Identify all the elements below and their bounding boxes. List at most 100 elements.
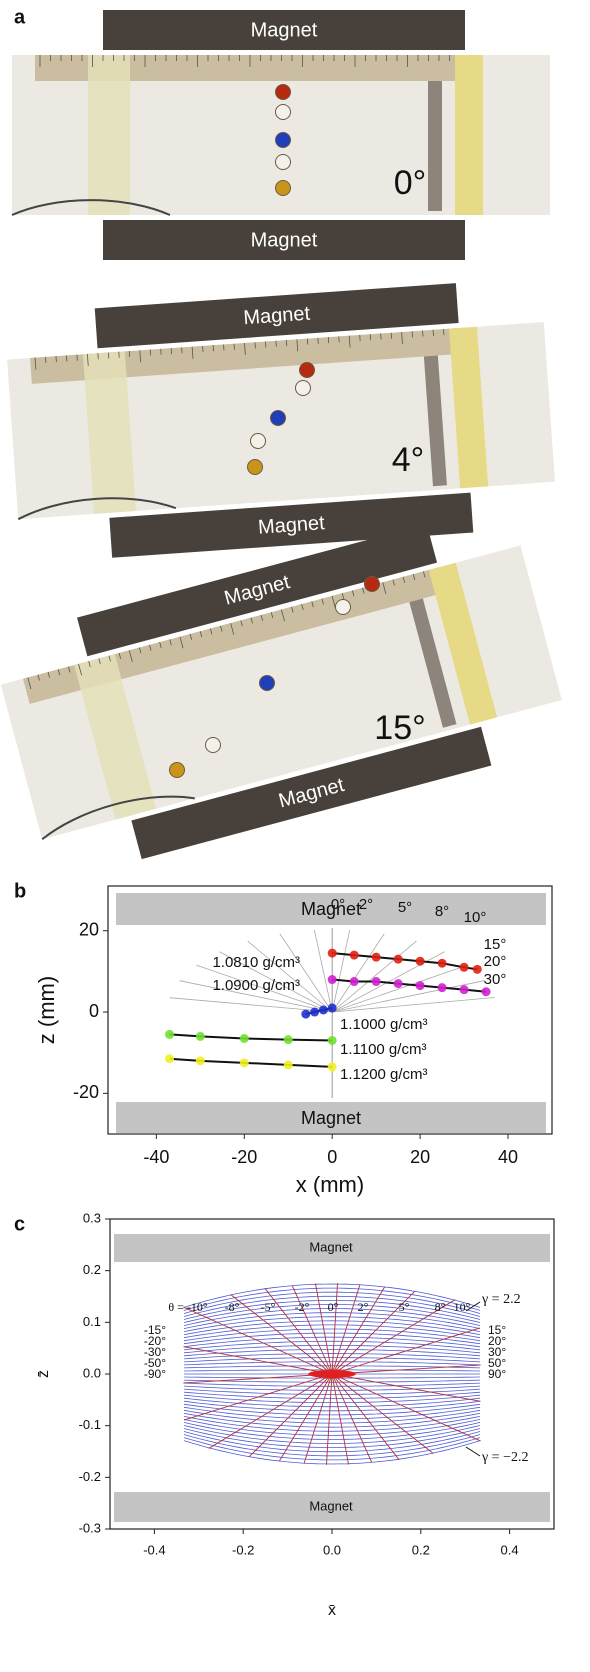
x-tick-label: -0.2 xyxy=(232,1542,254,1557)
data-point xyxy=(165,1054,174,1063)
y-tick-label: -0.3 xyxy=(79,1520,101,1535)
data-point xyxy=(482,987,491,996)
core xyxy=(308,1370,356,1378)
bead xyxy=(251,434,266,449)
field-line xyxy=(184,1426,480,1444)
guide-line xyxy=(332,934,384,1012)
theta-label: 10° xyxy=(454,1300,471,1314)
angle-label: 4° xyxy=(392,441,425,479)
data-point xyxy=(165,1030,174,1039)
gamma-label: γ = −2.2 xyxy=(481,1450,528,1465)
data-point xyxy=(328,1003,337,1012)
field-line xyxy=(184,1438,480,1460)
series-label: 1.1100 g/cm³ xyxy=(340,1041,426,1058)
ray-line xyxy=(209,1374,332,1448)
y-axis-label: z (mm) xyxy=(34,976,59,1044)
data-point xyxy=(460,985,469,994)
guide-line xyxy=(332,998,494,1012)
y-tick-label: -0.1 xyxy=(79,1417,101,1432)
y-tick-label: 0.1 xyxy=(83,1314,101,1329)
theta-label: 5° xyxy=(399,1300,410,1314)
x-tick-label: 40 xyxy=(498,1147,518,1167)
data-point xyxy=(473,965,482,974)
angle-label: 90° xyxy=(488,1367,506,1381)
figure: aMagnetMagnet0°MagnetMagnet4°MagnetMagne… xyxy=(0,0,590,1672)
frame-edge xyxy=(428,81,442,211)
field-line xyxy=(184,1362,480,1365)
theta-label: -2° xyxy=(295,1300,310,1314)
theta-label: 8° xyxy=(435,1300,446,1314)
x-tick-label: 20 xyxy=(410,1147,430,1167)
bead xyxy=(260,676,275,691)
angle-label: 10° xyxy=(464,909,487,926)
bead xyxy=(276,181,291,196)
bead xyxy=(365,577,380,592)
data-point xyxy=(438,959,447,968)
data-point xyxy=(372,953,381,962)
angle-label: 8° xyxy=(435,903,449,920)
bead xyxy=(248,460,263,475)
magnet-label: Magnet xyxy=(309,1498,353,1513)
bead xyxy=(276,105,291,120)
field-line xyxy=(184,1325,480,1338)
bead xyxy=(276,133,291,148)
theta-label: θ = -10° xyxy=(168,1300,208,1314)
angle-label: 15° xyxy=(484,936,507,953)
y-tick-label: 0 xyxy=(89,1001,99,1021)
data-point xyxy=(350,977,359,986)
bead xyxy=(170,763,185,778)
magnet-label: Magnet xyxy=(301,1108,361,1128)
fit-line xyxy=(170,1034,333,1040)
theta-label: 2° xyxy=(358,1300,369,1314)
y-tick-label: 20 xyxy=(79,919,99,939)
x-axis-label: x (mm) xyxy=(296,1172,364,1197)
bead xyxy=(271,411,286,426)
x-tick-label: 0.0 xyxy=(323,1542,341,1557)
field-line xyxy=(184,1354,480,1359)
y-tick-label: 0.2 xyxy=(83,1262,101,1277)
data-point xyxy=(284,1060,293,1069)
bead xyxy=(276,155,291,170)
data-point xyxy=(328,1036,337,1045)
y-tick-label: -0.2 xyxy=(79,1469,101,1484)
data-point xyxy=(328,1062,337,1071)
angle-label: 2° xyxy=(359,896,373,913)
data-point xyxy=(328,975,337,984)
angle-label: 5° xyxy=(398,899,412,916)
angle-label: 30° xyxy=(484,971,507,988)
data-point xyxy=(460,963,469,972)
theta-label: -8° xyxy=(225,1300,240,1314)
series-label: 1.1000 g/cm³ xyxy=(340,1016,428,1033)
field-line xyxy=(184,1386,480,1390)
field-line xyxy=(184,1410,480,1423)
series-label: 1.0900 g/cm³ xyxy=(212,977,300,994)
data-point xyxy=(240,1058,249,1067)
ruler xyxy=(88,55,130,215)
bead xyxy=(206,738,221,753)
guide-line xyxy=(280,934,332,1012)
y-axis-label: z̄ xyxy=(35,1370,52,1378)
x-axis-label: x̄ xyxy=(328,1602,336,1619)
data-point xyxy=(196,1032,205,1041)
magnet-label: Magnet xyxy=(257,512,326,539)
field-line xyxy=(184,1389,480,1394)
y-tick-label: -20 xyxy=(73,1082,99,1102)
field-line xyxy=(184,1358,480,1362)
data-point xyxy=(394,979,403,988)
x-tick-label: 0.4 xyxy=(501,1542,519,1557)
x-tick-label: 0 xyxy=(327,1147,337,1167)
x-tick-label: -20 xyxy=(231,1147,257,1167)
field-line xyxy=(184,1329,480,1341)
data-point xyxy=(284,1035,293,1044)
magnet-label: Magnet xyxy=(309,1239,353,1254)
data-point xyxy=(196,1056,205,1065)
magnet-label: Magnet xyxy=(251,229,318,251)
data-point xyxy=(301,1010,310,1019)
panel-label: a xyxy=(14,6,26,28)
data-point xyxy=(438,983,447,992)
y-tick-label: 0.0 xyxy=(83,1365,101,1380)
bead xyxy=(300,363,315,378)
data-point xyxy=(350,951,359,960)
theta-label: -5° xyxy=(261,1300,276,1314)
